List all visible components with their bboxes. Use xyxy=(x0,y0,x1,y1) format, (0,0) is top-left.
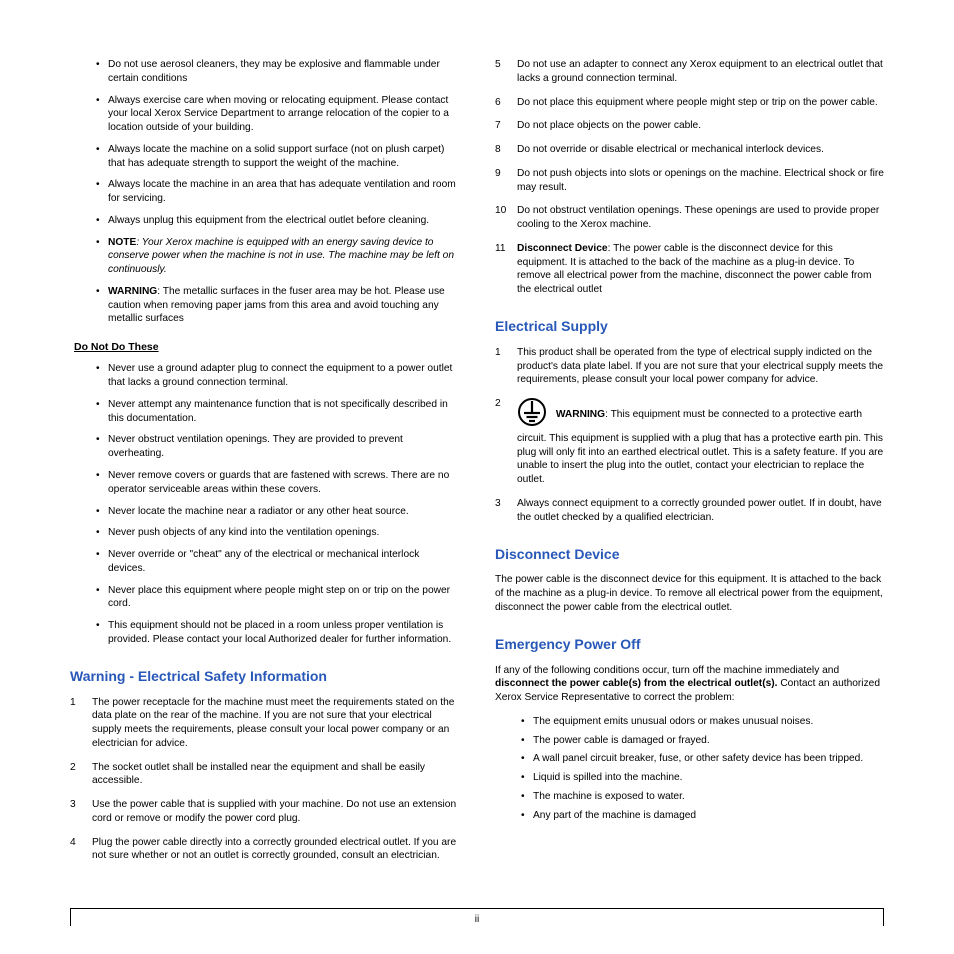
list-item: 6Do not place this equipment where peopl… xyxy=(495,96,884,110)
item-number: 1 xyxy=(495,346,517,387)
list-item: Always locate the machine on a solid sup… xyxy=(100,143,459,171)
disconnect-label: Disconnect Device xyxy=(517,243,608,254)
item-number: 2 xyxy=(495,397,517,487)
item-text: The socket outlet shall be installed nea… xyxy=(92,761,459,789)
donts-list: Never use a ground adapter plug to conne… xyxy=(70,362,459,646)
item-number: 11 xyxy=(495,242,517,297)
list-item: 3Always connect equipment to a correctly… xyxy=(495,497,884,525)
note-item: NOTE: Your Xerox machine is equipped wit… xyxy=(100,236,459,277)
list-item: A wall panel circuit breaker, fuse, or o… xyxy=(525,752,884,766)
item-text: Do not obstruct ventilation openings. Th… xyxy=(517,204,884,232)
dos-list: Do not use aerosol cleaners, they may be… xyxy=(70,58,459,326)
list-item: Never remove covers or guards that are f… xyxy=(100,469,459,497)
warning-label: WARNING xyxy=(556,409,605,420)
item-number: 1 xyxy=(70,696,92,751)
list-item: Never use a ground adapter plug to conne… xyxy=(100,362,459,390)
list-item: The power cable is damaged or frayed. xyxy=(525,734,884,748)
item-number: 9 xyxy=(495,167,517,195)
list-item: 8Do not override or disable electrical o… xyxy=(495,143,884,157)
electrical-supply-heading: Electrical Supply xyxy=(495,317,884,336)
list-item: 2 WARNING: This equipment must be connec… xyxy=(495,397,884,487)
list-item: The machine is exposed to water. xyxy=(525,790,884,804)
list-item: 7Do not place objects on the power cable… xyxy=(495,119,884,133)
item-number: 6 xyxy=(495,96,517,110)
list-item: 5Do not use an adapter to connect any Xe… xyxy=(495,58,884,86)
item-text: Disconnect Device: The power cable is th… xyxy=(517,242,884,297)
list-item: Do not use aerosol cleaners, they may be… xyxy=(100,58,459,86)
list-item: 2The socket outlet shall be installed ne… xyxy=(70,761,459,789)
emergency-heading: Emergency Power Off xyxy=(495,635,884,654)
item-number: 8 xyxy=(495,143,517,157)
list-item: This equipment should not be placed in a… xyxy=(100,619,459,647)
item-number: 5 xyxy=(495,58,517,86)
item-number: 10 xyxy=(495,204,517,232)
item-text: Always connect equipment to a correctly … xyxy=(517,497,884,525)
warning-item: WARNING: The metallic surfaces in the fu… xyxy=(100,285,459,326)
list-item: Never push objects of any kind into the … xyxy=(100,526,459,540)
list-item: 10Do not obstruct ventilation openings. … xyxy=(495,204,884,232)
page-number: ii xyxy=(475,914,479,925)
item-text: Do not place objects on the power cable. xyxy=(517,119,884,133)
ground-icon xyxy=(517,397,547,432)
item-number: 4 xyxy=(70,836,92,864)
warning-text: : The metallic surfaces in the fuser are… xyxy=(108,286,445,325)
list-item: Any part of the machine is damaged xyxy=(525,809,884,823)
item-text: Plug the power cable directly into a cor… xyxy=(92,836,459,864)
list-item: Never override or "cheat" any of the ele… xyxy=(100,548,459,576)
list-item: Never locate the machine near a radiator… xyxy=(100,505,459,519)
page-footer: ii xyxy=(70,908,884,926)
list-item: Never obstruct ventilation openings. The… xyxy=(100,433,459,461)
do-not-heading: Do Not Do These xyxy=(74,340,459,354)
item-number: 3 xyxy=(495,497,517,525)
item-text: Do not push objects into slots or openin… xyxy=(517,167,884,195)
item-text: WARNING: This equipment must be connecte… xyxy=(517,397,884,487)
note-label: NOTE xyxy=(108,237,136,248)
emergency-intro: If any of the following conditions occur… xyxy=(495,664,884,705)
list-item: 1The power receptacle for the machine mu… xyxy=(70,696,459,751)
two-column-layout: Do not use aerosol cleaners, they may be… xyxy=(70,58,884,873)
disconnect-body: The power cable is the disconnect device… xyxy=(495,573,884,614)
item-text: Do not place this equipment where people… xyxy=(517,96,884,110)
list-item: Liquid is spilled into the machine. xyxy=(525,771,884,785)
safety-numbered-list-cont: 5Do not use an adapter to connect any Xe… xyxy=(495,58,884,297)
list-item: Always locate the machine in an area tha… xyxy=(100,178,459,206)
item-number: 2 xyxy=(70,761,92,789)
left-column: Do not use aerosol cleaners, they may be… xyxy=(70,58,459,873)
disconnect-heading: Disconnect Device xyxy=(495,545,884,564)
warning-label: WARNING xyxy=(108,286,157,297)
item-text: Use the power cable that is supplied wit… xyxy=(92,798,459,826)
list-item: Never place this equipment where people … xyxy=(100,584,459,612)
item-number: 7 xyxy=(495,119,517,133)
list-item: Always exercise care when moving or relo… xyxy=(100,94,459,135)
right-column: 5Do not use an adapter to connect any Xe… xyxy=(495,58,884,873)
safety-numbered-list: 1The power receptacle for the machine mu… xyxy=(70,696,459,864)
list-item: 11Disconnect Device: The power cable is … xyxy=(495,242,884,297)
emergency-list: The equipment emits unusual odors or mak… xyxy=(495,715,884,823)
list-item: The equipment emits unusual odors or mak… xyxy=(525,715,884,729)
list-item: 1This product shall be operated from the… xyxy=(495,346,884,387)
supply-numbered-list: 1This product shall be operated from the… xyxy=(495,346,884,525)
item-text: Do not override or disable electrical or… xyxy=(517,143,884,157)
intro-a: If any of the following conditions occur… xyxy=(495,665,839,676)
item-text: Do not use an adapter to connect any Xer… xyxy=(517,58,884,86)
item-text: This product shall be operated from the … xyxy=(517,346,884,387)
warning-text: : This equipment must be connected to a … xyxy=(517,409,883,485)
item-number: 3 xyxy=(70,798,92,826)
note-text: : Your Xerox machine is equipped with an… xyxy=(108,237,454,276)
list-item: 4Plug the power cable directly into a co… xyxy=(70,836,459,864)
electrical-safety-heading: Warning - Electrical Safety Information xyxy=(70,667,459,686)
list-item: Always unplug this equipment from the el… xyxy=(100,214,459,228)
list-item: 9Do not push objects into slots or openi… xyxy=(495,167,884,195)
list-item: Never attempt any maintenance function t… xyxy=(100,398,459,426)
intro-bold: disconnect the power cable(s) from the e… xyxy=(495,678,777,689)
list-item: 3Use the power cable that is supplied wi… xyxy=(70,798,459,826)
item-text: The power receptacle for the machine mus… xyxy=(92,696,459,751)
